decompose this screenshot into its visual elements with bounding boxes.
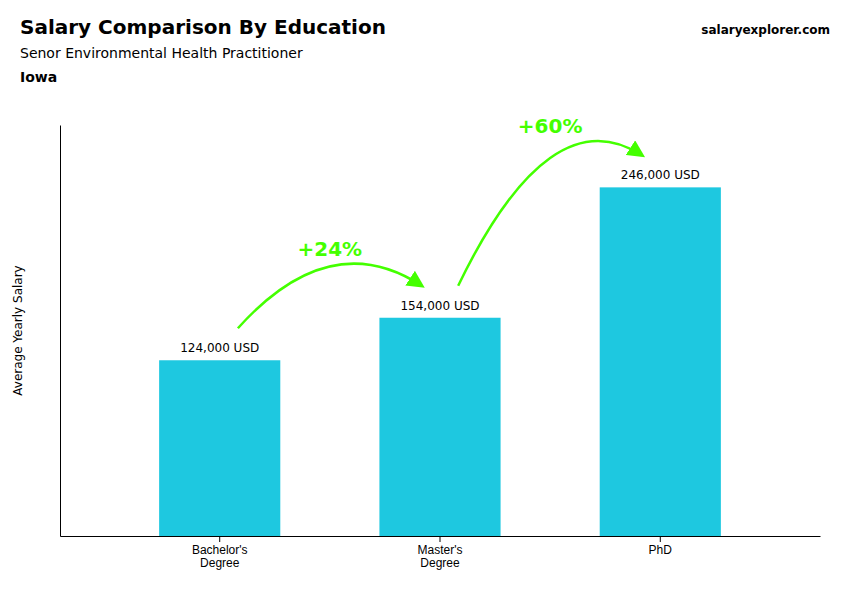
bar — [379, 318, 500, 536]
y-axis-title: Average Yearly Salary — [11, 265, 25, 395]
x-tick-mark — [440, 536, 441, 542]
x-tick-label-line: Bachelor's — [192, 543, 248, 557]
x-tick-label-line: Master's — [418, 543, 463, 557]
data-label: 154,000 USD — [400, 299, 479, 313]
growth-label: +60% — [518, 114, 583, 138]
growth-arrow — [458, 141, 642, 286]
chart-container: Salary Comparison By Education Senor Envi… — [0, 0, 850, 606]
x-tick: Master'sDegree — [418, 536, 463, 570]
x-axis: Bachelor'sDegreeMaster'sDegreePhD — [61, 536, 821, 570]
x-tick-mark — [219, 536, 220, 542]
chart-svg: Salary Comparison By Education Senor Envi… — [0, 0, 850, 606]
data-labels: 124,000 USD 154,000 USD 246,000 USD — [180, 168, 700, 355]
title: Salary Comparison By Education — [20, 15, 386, 39]
y-axis-line — [60, 126, 61, 537]
x-tick-mark — [660, 536, 661, 542]
location: Iowa — [20, 69, 57, 85]
x-tick-label-line: PhD — [649, 543, 673, 557]
x-tick: PhD — [649, 536, 673, 557]
x-tick-label-line: Degree — [420, 556, 460, 570]
x-tick: Bachelor'sDegree — [192, 536, 248, 570]
watermark: salaryexplorer.com — [701, 23, 830, 37]
x-tick-label-line: Degree — [200, 556, 240, 570]
x-tick-label: Bachelor'sDegree — [192, 543, 248, 571]
subtitle: Senor Environmental Health Practitioner — [20, 45, 303, 61]
x-tick-label: Master'sDegree — [418, 543, 463, 571]
growth-label: +24% — [298, 237, 363, 261]
y-axis — [60, 126, 61, 537]
growth-arrow — [238, 264, 422, 329]
bars — [159, 187, 721, 536]
bar — [600, 187, 721, 536]
x-tick-label: PhD — [649, 543, 673, 557]
data-label: 124,000 USD — [180, 341, 259, 355]
bar — [159, 360, 280, 536]
watermark-part: salary — [701, 23, 742, 37]
data-label: 246,000 USD — [621, 168, 700, 182]
watermark-part: .com — [798, 23, 830, 37]
growth-arrows: +24% +60% — [238, 114, 642, 328]
watermark-part: explorer — [742, 23, 799, 37]
